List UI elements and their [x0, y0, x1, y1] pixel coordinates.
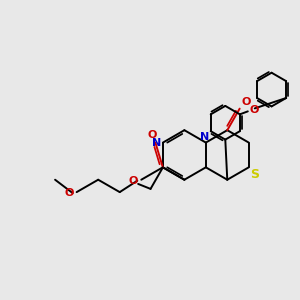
Text: S: S: [250, 168, 259, 181]
Text: O: O: [242, 97, 251, 107]
Text: O: O: [148, 130, 157, 140]
Text: O: O: [64, 188, 74, 198]
Text: O: O: [129, 176, 138, 186]
Text: O: O: [250, 105, 259, 116]
Text: N: N: [200, 132, 209, 142]
Text: N: N: [152, 138, 161, 148]
